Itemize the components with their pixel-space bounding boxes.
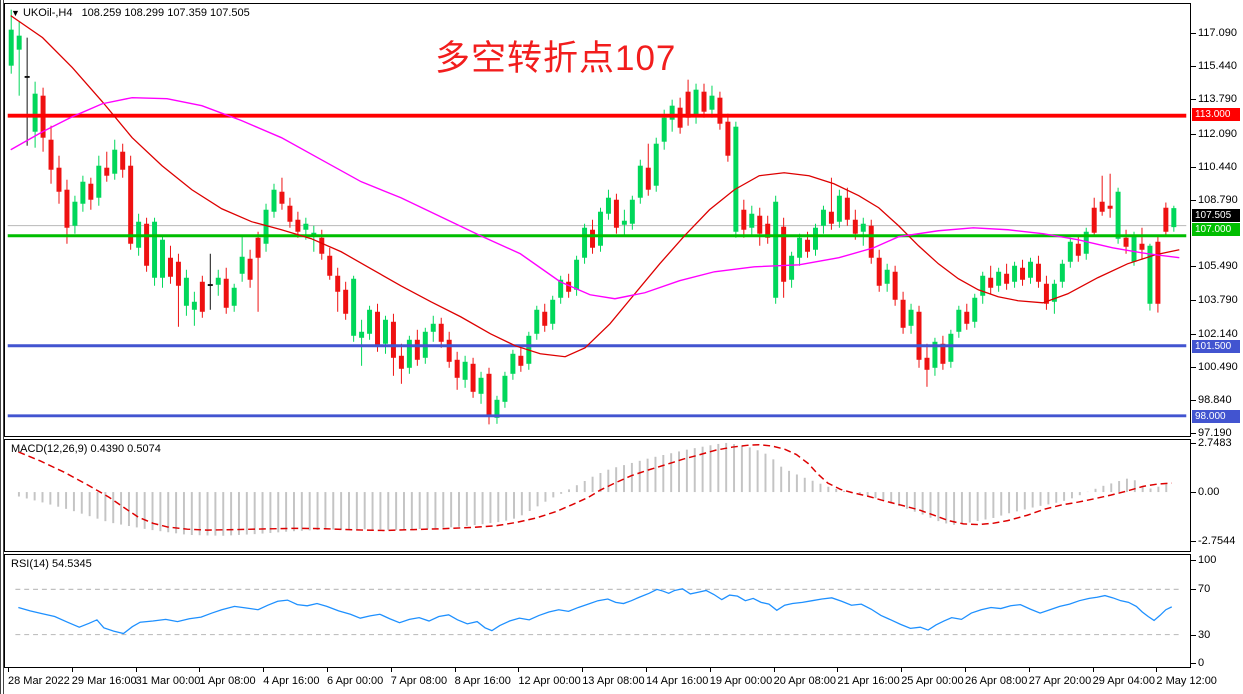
time-axis-tick bbox=[582, 668, 584, 672]
axis-tick bbox=[1191, 663, 1196, 664]
time-axis-label: 20 Apr 08:00 bbox=[773, 675, 836, 687]
chart-text-annotation[interactable]: 多空转折点107 bbox=[435, 39, 677, 78]
time-axis-tick bbox=[1156, 668, 1158, 672]
time-axis-tick bbox=[454, 668, 456, 672]
axis-tick bbox=[1191, 99, 1196, 101]
time-axis-tick bbox=[8, 668, 9, 672]
time-axis-label: 29 Apr 04:00 bbox=[1092, 675, 1155, 687]
time-axis-label: 12 Apr 00:00 bbox=[518, 675, 581, 687]
time-axis-label: 28 Mar 2022 bbox=[8, 675, 70, 687]
axis-tick bbox=[1191, 366, 1196, 368]
price-axis[interactable]: 117.090 115.440 113.790 112.090 110.440 108.7… bbox=[1191, 0, 1243, 669]
price-level-badge: 107.000 bbox=[1192, 223, 1240, 236]
price-level-badge: 98.000 bbox=[1192, 410, 1240, 423]
price-axis-label: 100.490 bbox=[1198, 360, 1238, 373]
time-axis-label: 21 Apr 16:00 bbox=[837, 675, 900, 687]
axis-tick bbox=[1191, 433, 1196, 434]
time-axis-label: 8 Apr 16:00 bbox=[454, 675, 511, 687]
time-axis-label: 6 Apr 00:00 bbox=[327, 675, 384, 687]
time-axis-tick bbox=[709, 668, 711, 672]
axis-tick bbox=[1191, 33, 1196, 34]
time-axis-tick bbox=[965, 668, 966, 672]
rsi-axis-label: 100 bbox=[1198, 554, 1217, 566]
time-axis-label: 19 Apr 00:00 bbox=[709, 675, 773, 687]
time-axis-tick bbox=[327, 668, 328, 672]
macd-label: MACD(12,26,9) 0.4390 0.5074 bbox=[11, 443, 161, 455]
time-axis-label: 14 Apr 16:00 bbox=[646, 675, 709, 687]
time-axis-label: 26 Apr 08:00 bbox=[965, 675, 1028, 687]
time-axis-tick bbox=[390, 668, 392, 672]
time-axis-tick bbox=[263, 668, 265, 672]
time-axis-label: 2 May 12:00 bbox=[1156, 675, 1217, 687]
time-axis-label: 29 Mar 16:00 bbox=[71, 675, 137, 687]
time-axis-label: 7 Apr 08:00 bbox=[390, 675, 448, 687]
axis-tick bbox=[1191, 266, 1196, 268]
time-axis-label: 1 Apr 08:00 bbox=[199, 675, 256, 687]
time-axis-tick bbox=[901, 668, 903, 672]
price-axis-label: 117.090 bbox=[1198, 27, 1237, 39]
axis-tick bbox=[1191, 635, 1196, 636]
macd-indicator-panel[interactable]: MACD(12,26,9) 0.4390 0.5074 bbox=[4, 439, 1191, 552]
symbol-period-label: UKOil-,H4 bbox=[22, 7, 73, 19]
price-axis-label: 112.090 bbox=[1198, 127, 1237, 140]
rsi-label: RSI(14) 54.5345 bbox=[11, 558, 92, 570]
rsi-axis-label: 70 bbox=[1198, 583, 1211, 595]
time-axis-label: 13 Apr 08:00 bbox=[582, 675, 645, 687]
price-axis-label: 98.840 bbox=[1198, 393, 1232, 406]
collapse-triangle-icon[interactable]: ▼ bbox=[11, 8, 20, 18]
price-axis-label: 105.490 bbox=[1198, 260, 1238, 273]
time-axis-tick bbox=[135, 668, 137, 672]
price-axis-label: 97.190 bbox=[1198, 427, 1232, 439]
price-axis-label: 103.790 bbox=[1198, 294, 1238, 307]
axis-tick bbox=[1191, 66, 1196, 68]
window-left-border bbox=[0, 0, 4, 694]
time-axis-tick bbox=[646, 668, 647, 672]
axis-tick bbox=[1191, 199, 1196, 201]
time-axis-tick bbox=[1092, 668, 1094, 672]
axis-tick bbox=[1191, 300, 1196, 302]
price-axis-label: 110.440 bbox=[1198, 160, 1237, 173]
macd-canvas[interactable] bbox=[5, 440, 1190, 551]
time-axis-tick bbox=[518, 668, 520, 672]
price-chart-canvas[interactable] bbox=[5, 4, 1190, 436]
axis-tick bbox=[1191, 492, 1196, 493]
rsi-indicator-panel[interactable]: RSI(14) 54.5345 bbox=[4, 554, 1191, 668]
time-axis-tick bbox=[1028, 668, 1030, 672]
axis-tick bbox=[1191, 399, 1196, 401]
rsi-canvas[interactable] bbox=[5, 555, 1190, 667]
ohlc-readout: 108.259 108.299 107.359 107.505 bbox=[81, 7, 250, 19]
axis-tick bbox=[1191, 133, 1196, 135]
price-level-badge: 107.505 bbox=[1192, 209, 1240, 222]
time-axis-label: 25 Apr 00:00 bbox=[901, 675, 964, 687]
time-axis-tick bbox=[773, 668, 775, 672]
price-level-badge: 113.000 bbox=[1192, 108, 1240, 121]
rsi-axis-label: 0 bbox=[1198, 657, 1205, 669]
time-axis-tick bbox=[199, 668, 201, 672]
price-axis-label: 115.440 bbox=[1198, 60, 1237, 73]
axis-tick bbox=[1191, 560, 1196, 561]
macd-axis-label: 0.00 bbox=[1198, 486, 1220, 498]
chart-title: ▼ UKOil-,H4 108.259 108.299 107.359 107.… bbox=[11, 7, 250, 19]
time-axis-label: 4 Apr 16:00 bbox=[263, 675, 320, 687]
price-axis-label: 113.790 bbox=[1198, 93, 1237, 106]
axis-tick bbox=[1191, 589, 1196, 590]
axis-tick bbox=[1191, 541, 1196, 542]
axis-tick bbox=[1191, 333, 1196, 335]
price-level-badge: 101.500 bbox=[1192, 340, 1240, 353]
macd-axis-label: -2.7544 bbox=[1198, 535, 1236, 547]
axis-tick bbox=[1191, 166, 1196, 168]
price-axis-label: 102.140 bbox=[1198, 327, 1238, 340]
macd-axis-label: 2.7483 bbox=[1198, 437, 1232, 449]
price-chart-panel[interactable]: ▼ UKOil-,H4 108.259 108.299 107.359 107.… bbox=[4, 3, 1191, 437]
time-axis-tick bbox=[837, 668, 839, 672]
time-axis-label: 27 Apr 20:00 bbox=[1028, 675, 1092, 687]
time-axis-tick bbox=[71, 668, 73, 672]
rsi-axis-label: 30 bbox=[1198, 629, 1211, 641]
axis-tick bbox=[1191, 443, 1196, 444]
time-axis-label: 31 Mar 00:00 bbox=[135, 675, 201, 687]
price-axis-label: 108.790 bbox=[1198, 193, 1238, 206]
time-axis[interactable]: 28 Mar 2022 29 Mar 16:00 31 Mar 00:00 1 Apr… bbox=[0, 668, 1243, 694]
